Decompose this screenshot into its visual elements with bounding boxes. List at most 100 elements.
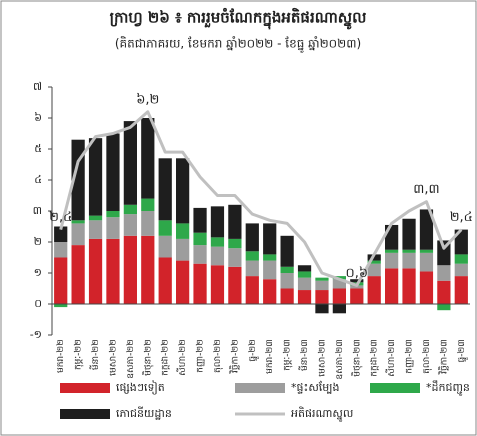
- x-tick-label: តុលា-២៣: [422, 339, 432, 374]
- legend-label: ផ្សេងៗទៀត: [116, 380, 165, 395]
- bar: [297, 290, 312, 304]
- bar: [280, 235, 294, 267]
- bar: [437, 280, 451, 304]
- x-tick-label: កញ្ញា-២៣: [405, 339, 415, 374]
- y-tick-label: ៤: [34, 173, 42, 186]
- legend-label: *ដឹកជញ្ជូន: [426, 380, 470, 396]
- y-tick-label: ៦: [34, 111, 42, 124]
- bar: [315, 277, 329, 281]
- bar: [297, 277, 312, 291]
- x-tick-label: សីហា-២៣: [385, 339, 397, 377]
- y-tick-label: ១: [34, 266, 42, 279]
- x-tick-label: មករា-២៣: [265, 339, 275, 374]
- bar: [228, 204, 242, 239]
- chart-subtitle: (គិតជាភាគរយ, ខែមករា ឆ្នាំ២០២២ - ខែធ្នូ ឆ…: [115, 36, 361, 54]
- x-tick-label: មិថុនា-២៣: [350, 339, 362, 377]
- x-tick-label: មេសា-២៣: [317, 339, 327, 377]
- bar: [385, 249, 399, 253]
- bar: [385, 268, 399, 304]
- bar: [350, 285, 364, 289]
- bar: [106, 217, 120, 239]
- bar: [402, 218, 416, 250]
- bar: [315, 280, 329, 291]
- bar: [263, 279, 277, 304]
- x-tick-label: មិថុនា-២២: [141, 339, 153, 376]
- bar: [141, 118, 155, 199]
- bar: [54, 226, 68, 242]
- bar: [228, 238, 242, 249]
- bar: [280, 273, 294, 289]
- bar: [367, 260, 381, 264]
- y-tick-label: ០: [34, 297, 42, 310]
- line: [59, 110, 463, 287]
- x-tick-label: ធ្នូ-២៣: [457, 339, 468, 362]
- chart-title: ក្រាហ្វ ២៦ ៖ ការរួមចំណែកក្នុងអតិផរណាស្នូ…: [110, 8, 367, 30]
- legend-label: *ផ្ទះសម្បែង: [291, 380, 340, 394]
- x-tick-label: មីនា-២៣: [298, 339, 310, 371]
- bar: [210, 265, 225, 304]
- bar: [193, 207, 207, 233]
- bar: [454, 263, 468, 277]
- bar: [437, 265, 451, 281]
- legend-swatch: [60, 383, 110, 393]
- bar: [176, 158, 190, 224]
- y-tick-label: ២: [34, 235, 42, 248]
- x-tick-label: វិច្ឆិកា-២៣: [437, 339, 449, 375]
- bar: [176, 223, 190, 239]
- y-tick-label: -១: [30, 328, 42, 341]
- bar: [228, 248, 242, 267]
- bar: [297, 271, 312, 278]
- bar: [297, 265, 312, 272]
- bar: [263, 254, 277, 261]
- bar: [419, 252, 434, 272]
- bar: [280, 288, 294, 304]
- bar: [106, 133, 120, 211]
- bar: [245, 251, 259, 261]
- x-tick-label: កុម្ភៈ-២២: [74, 339, 84, 370]
- bar: [88, 238, 103, 304]
- bar: [88, 220, 103, 239]
- bar: [193, 263, 207, 304]
- bar: [350, 288, 364, 304]
- bar: [71, 139, 85, 221]
- bar: [176, 260, 190, 304]
- bar: [123, 235, 137, 304]
- bar: [385, 252, 399, 269]
- bar: [88, 215, 103, 221]
- x-tick-label: កុម្ភៈ-២៣: [283, 339, 293, 371]
- y-tick-label: ៣: [33, 204, 42, 217]
- bar: [419, 209, 434, 250]
- bar: [54, 242, 68, 258]
- y-tick-label: ៥: [34, 142, 42, 155]
- bar: [245, 260, 259, 277]
- bar: [419, 249, 434, 253]
- x-tick-label: សីហា-២២: [176, 339, 188, 376]
- bar: [419, 271, 434, 304]
- bar: [158, 220, 172, 236]
- bar: [123, 204, 137, 215]
- bar: [193, 232, 207, 246]
- bar: [454, 254, 468, 264]
- bar: [228, 266, 242, 304]
- y-tick-label: ៧: [33, 80, 42, 93]
- legend-label: ភោជនីយដ្ឋាន: [116, 406, 172, 420]
- bar: [210, 246, 225, 266]
- x-tick-label: កក្កដា-២៣: [370, 339, 380, 377]
- bar: [245, 223, 259, 252]
- bar: [454, 229, 468, 255]
- bar: [315, 304, 329, 314]
- bar: [437, 304, 451, 311]
- bar: [210, 237, 225, 247]
- bar: [71, 245, 85, 304]
- bar: [141, 198, 155, 211]
- bar: [106, 238, 120, 304]
- x-tick-label: មីនា-២២: [89, 339, 101, 370]
- bar: [54, 304, 68, 308]
- bar: [210, 206, 225, 238]
- bar: [454, 276, 468, 304]
- data-label: ៣,៣: [413, 182, 439, 197]
- bar: [332, 279, 346, 289]
- bar: [280, 266, 294, 273]
